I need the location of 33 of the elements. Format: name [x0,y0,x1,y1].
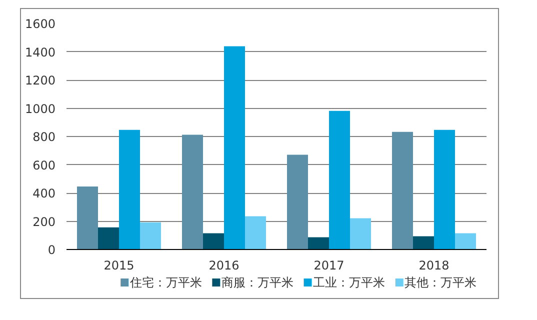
y-tick-label: 1200 [24,74,56,88]
y-tick-label: 800 [32,130,56,144]
y-tick-label: 0 [48,243,56,257]
bar [182,134,203,250]
bar [329,110,350,250]
bar [350,218,371,250]
bar [224,46,245,250]
y-tick-label: 1600 [24,17,56,31]
y-tick-label: 1000 [24,102,56,116]
x-tick-label: 2017 [314,258,344,272]
bar [119,130,140,250]
bar [413,236,434,250]
bar [287,154,308,250]
bar [308,237,329,250]
x-tick-label: 2015 [104,258,134,272]
legend-label: 其他：万平米 [404,276,477,290]
bar [245,216,266,250]
bar [140,222,161,250]
y-tick-label: 200 [32,214,56,229]
bar [98,227,119,250]
y-tick-label: 400 [32,186,56,200]
legend-label: 住宅：万平米 [128,276,202,290]
bar [203,233,224,250]
bar [392,132,413,250]
x-tick-label: 2016 [208,258,240,272]
y-tick-label: 600 [32,158,56,172]
x-tick-label: 2018 [418,258,450,272]
bar [77,186,98,250]
bar [455,233,476,250]
legend-label: 商服：万平米 [221,276,294,290]
legend-label: 工业：万平米 [313,276,386,290]
y-tick-label: 1400 [24,45,56,60]
bar [434,130,455,250]
